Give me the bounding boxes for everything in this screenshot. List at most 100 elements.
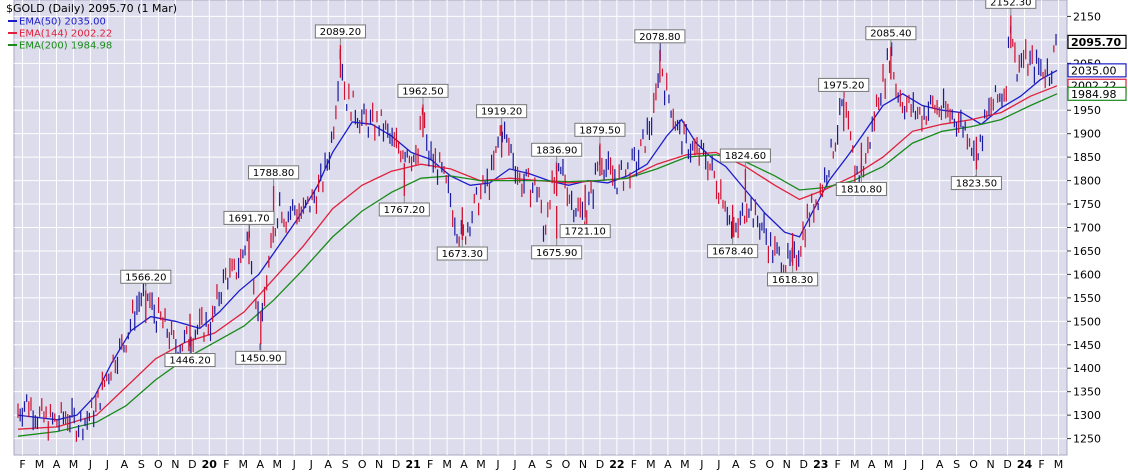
ema200-flag-text: 1984.98 (1071, 88, 1117, 101)
x-tick-label: M (69, 458, 79, 471)
peak-label-box (223, 210, 275, 225)
peak-label-box (397, 83, 449, 98)
peak-label-box (707, 244, 759, 259)
x-tick-label: N (783, 458, 791, 471)
legend-entry-ema144: EMA(144) 2002.22 (19, 29, 112, 40)
last-price-flag-box (1067, 34, 1127, 49)
peak-label: 1618.30 (767, 265, 819, 287)
x-tick-label: O (969, 458, 978, 471)
x-tick-label: M (646, 458, 656, 471)
peak-label: 1823.50 (950, 169, 1002, 191)
peak-label-box (120, 269, 172, 284)
last-price-flag-text: 2095.70 (1071, 36, 1121, 49)
y-tick-label: 1750 (1073, 198, 1101, 211)
peak-label-text: 1788.80 (253, 168, 294, 179)
peak-label: 1824.60 (719, 148, 771, 170)
ema50-flag-box (1067, 63, 1127, 78)
x-tick-label: M (442, 458, 452, 471)
y-tick-label: 1400 (1073, 362, 1101, 375)
x-tick-label: D (1003, 458, 1011, 471)
x-tick-label: F (427, 458, 433, 471)
x-tick-label: M (273, 458, 283, 471)
peak-label-text: 1673.30 (442, 249, 483, 260)
x-tick-label: F (1038, 458, 1044, 471)
x-tick-label: D (188, 458, 196, 471)
x-tick-label: O (154, 458, 163, 471)
y-tick-label: 1950 (1073, 104, 1101, 117)
peak-label: 1975.20 (818, 77, 870, 99)
peak-label-text: 1691.70 (228, 213, 269, 224)
x-tick-label: M (680, 458, 690, 471)
x-tick-label: A (121, 458, 129, 471)
peak-label-box (574, 122, 626, 137)
peak-label-text: 1823.50 (956, 179, 997, 190)
y-tick-label: 1600 (1073, 268, 1101, 281)
price-series (17, 15, 1057, 442)
peak-label-text: 1824.60 (725, 151, 766, 162)
peak-label: 1836.90 (531, 142, 583, 164)
peak-label-box (531, 245, 583, 260)
x-tick-label: D (800, 458, 808, 471)
y-tick-label: 1550 (1073, 292, 1101, 305)
peak-label: 1675.90 (531, 238, 583, 260)
x-tick-label: J (495, 458, 499, 471)
x-tick-label: 24 (1017, 458, 1033, 471)
peak-label-text: 1446.20 (169, 356, 210, 367)
peak-label: 2089.20 (314, 24, 366, 45)
peak-label-box (719, 148, 771, 163)
peak-label-text: 2089.20 (320, 27, 361, 38)
peak-label-text: 1810.80 (841, 185, 882, 196)
x-tick-label: D (596, 458, 604, 471)
x-tick-label: N (171, 458, 179, 471)
x-tick-label: O (358, 458, 367, 471)
x-tick-label: F (223, 458, 229, 471)
x-tick-label: J (512, 458, 516, 471)
y-tick-label: 1850 (1073, 151, 1101, 164)
x-tick-label: J (309, 458, 313, 471)
ema50-line (17, 69, 1058, 421)
x-tick-label: N (986, 458, 994, 471)
x-tick-label: A (936, 458, 944, 471)
peak-label: 1721.10 (559, 217, 611, 239)
y-tick-label: 1500 (1073, 315, 1101, 328)
x-tick-label: J (88, 458, 92, 471)
x-tick-label: J (716, 458, 720, 471)
x-tick-label: F (631, 458, 637, 471)
peak-label: 1879.50 (574, 122, 626, 144)
x-tick-label: A (460, 458, 468, 471)
x-tick-label: F (835, 458, 841, 471)
peak-label-box (314, 24, 366, 39)
peak-label-box (378, 202, 430, 217)
peak-label-text: 1767.20 (384, 205, 425, 216)
peak-label: 1450.90 (235, 344, 287, 365)
y-tick-label: 1700 (1073, 222, 1101, 235)
y-tick-label: 1450 (1073, 339, 1101, 352)
y-tick-label: 1900 (1073, 128, 1101, 141)
x-tick-label: N (579, 458, 587, 471)
x-tick-label: S (342, 458, 349, 471)
x-tick-label: 21 (405, 458, 420, 471)
x-tick-label: O (765, 458, 774, 471)
peak-labels: 2152.30 2089.20 2078.80 2085.40 1975.20 1962.… (120, 0, 1037, 368)
peak-label-text: 1450.90 (240, 353, 281, 364)
peak-label-box (248, 165, 300, 180)
x-tick-label: 22 (609, 458, 624, 471)
x-tick-label: A (868, 458, 876, 471)
peak-label-box (235, 350, 287, 365)
peak-label-text: 1566.20 (125, 272, 166, 283)
peak-label-text: 1919.20 (481, 107, 522, 118)
chart-title: $GOLD (Daily) 2095.70 (1 Mar) (6, 2, 177, 15)
peak-label: 2085.40 (865, 26, 917, 47)
x-tick-label: A (528, 458, 536, 471)
peak-label-text: 1721.10 (564, 227, 605, 238)
peak-label: 1810.80 (835, 175, 887, 197)
x-tick-label: 20 (202, 458, 218, 471)
x-tick-label: 23 (813, 458, 828, 471)
peak-label-box (835, 182, 887, 197)
peak-label-text: 1836.90 (536, 145, 577, 156)
peak-label-text: 2152.30 (990, 0, 1031, 8)
x-tick-label: M (850, 458, 860, 471)
peak-label-box (559, 224, 611, 239)
x-tick-label: M (239, 458, 249, 471)
x-tick-label: A (664, 458, 672, 471)
